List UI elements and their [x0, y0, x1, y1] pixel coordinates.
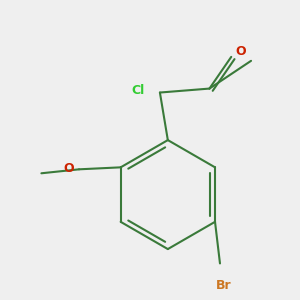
Text: Cl: Cl — [131, 84, 145, 97]
Text: O: O — [236, 45, 247, 58]
Text: O: O — [64, 162, 74, 175]
Text: Br: Br — [216, 279, 232, 292]
